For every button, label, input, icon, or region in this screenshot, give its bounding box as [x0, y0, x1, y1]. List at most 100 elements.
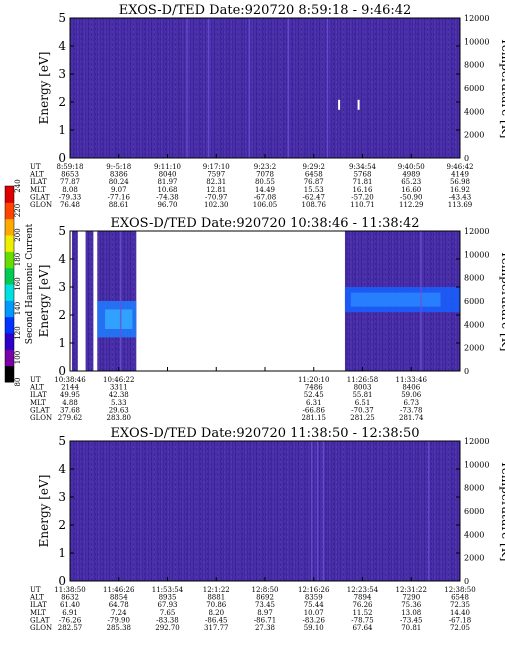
row-value: -73.78: [400, 406, 422, 414]
y2-tick-label: 8000: [464, 61, 484, 70]
row-value: 82.31: [206, 178, 226, 186]
row-value: 9:46:42: [447, 163, 474, 171]
colorbar-swatch: [5, 349, 14, 367]
y2-tick-label: 10000: [464, 37, 489, 46]
panel-3: EXOS-D/TED Date:920720 11:38:50 - 12:38:…: [29, 426, 505, 632]
row-value: 4989: [402, 171, 420, 179]
row-value: 5.33: [111, 399, 127, 407]
row-value: 4.88: [62, 399, 78, 407]
row-value: -79.33: [59, 193, 81, 201]
row-value: 59.10: [304, 624, 324, 632]
y2-axis-label: Temperature [K]: [499, 38, 505, 139]
row-value: 8854: [110, 594, 128, 602]
row-value: 11:33:46: [396, 376, 428, 384]
row-value: -86.45: [205, 616, 227, 624]
row-value: 2144: [61, 384, 79, 392]
row-value: -76.26: [59, 616, 82, 624]
y-tick-label: 1: [58, 336, 66, 350]
row-value: 7894: [354, 594, 372, 602]
row-value: 106.05: [253, 201, 278, 209]
row-value: 14.40: [450, 609, 470, 617]
colorbar-tick-label: 180: [14, 253, 22, 266]
row-value: 6548: [451, 594, 469, 602]
y-tick-label: 0: [58, 364, 66, 378]
colorbar-swatch: [5, 186, 14, 203]
colorbar-swatch: [5, 316, 14, 334]
row-value: 6.73: [403, 399, 419, 407]
data-span-texture: [85, 231, 94, 371]
row-value: 7.65: [160, 609, 176, 617]
bright-band: [105, 309, 133, 329]
row-value: 71.81: [352, 178, 372, 186]
row-value: 6.51: [355, 399, 371, 407]
row-value: -70.97: [205, 193, 227, 201]
data-span-texture: [70, 441, 460, 581]
y-tick-label: 0: [58, 574, 66, 588]
row-label: UT: [30, 586, 41, 594]
row-value: 8386: [110, 171, 128, 179]
y2-tick-label: 6000: [464, 84, 484, 93]
row-value: -50.90: [400, 193, 422, 201]
row-value: 8935: [159, 594, 177, 602]
row-value: 113.69: [448, 201, 473, 209]
y-tick-label: 2: [58, 95, 66, 109]
row-value: 9:34:54: [349, 163, 377, 171]
row-value: 42.38: [109, 391, 129, 399]
y-tick-label: 0: [58, 151, 66, 165]
row-value: 281.15: [302, 414, 327, 422]
row-value: 14.49: [255, 186, 275, 194]
row-value: 10:38:46: [54, 376, 86, 384]
y2-tick-label: 4000: [464, 530, 484, 539]
row-value: 10:46:22: [103, 376, 134, 384]
row-value: 67.93: [157, 601, 177, 609]
row-value: 27.38: [255, 624, 275, 632]
panel-2: EXOS-D/TED Date:920720 10:38:46 - 11:38:…: [29, 216, 505, 422]
y2-tick-label: 0: [464, 154, 469, 163]
row-value: -66.86: [303, 406, 326, 414]
row-label: MLT: [30, 609, 46, 617]
colorbar-tick-label: 240: [14, 179, 22, 192]
row-value: -67.18: [449, 616, 471, 624]
row-value: 108.76: [302, 201, 327, 209]
y-axis-label: Energy [eV]: [37, 52, 51, 125]
y-tick-label: 3: [58, 490, 66, 504]
row-value: -70.37: [351, 406, 373, 414]
row-value: 12:8:50: [252, 586, 279, 594]
row-value: -83.38: [156, 616, 178, 624]
row-label: GLON: [30, 624, 52, 632]
row-label: GLAT: [30, 193, 50, 201]
row-label: MLT: [30, 186, 46, 194]
y2-tick-label: 0: [464, 367, 469, 376]
row-value: 76.48: [60, 201, 80, 209]
row-value: -67.08: [254, 193, 276, 201]
y-tick-label: 2: [58, 308, 66, 322]
row-value: 8:59:18: [57, 163, 84, 171]
row-value: 7486: [305, 384, 323, 392]
row-value: 8.97: [257, 609, 273, 617]
row-value: 12:16:26: [298, 586, 330, 594]
row-value: 67.64: [352, 624, 373, 632]
row-label: ILAT: [30, 601, 47, 609]
row-value: 292.70: [155, 624, 180, 632]
row-value: 16.60: [401, 186, 421, 194]
row-label: GLON: [30, 414, 52, 422]
colorbar-frame: [4, 185, 15, 383]
row-value: 6.31: [306, 399, 322, 407]
row-value: 64.78: [109, 601, 129, 609]
row-value: 12.81: [206, 186, 226, 194]
row-value: 11:20:10: [298, 376, 329, 384]
y-tick-label: 3: [58, 67, 66, 81]
row-value: 8632: [61, 594, 79, 602]
row-value: 13.08: [401, 609, 421, 617]
row-value: 12:31:22: [396, 586, 427, 594]
colorbar-tick-label: 120: [14, 326, 22, 339]
feature-mark: [357, 99, 360, 110]
row-value: 11.52: [352, 609, 372, 617]
feature-mark: [338, 99, 341, 110]
y-axis-label: Energy [eV]: [37, 265, 51, 338]
row-value: 65.23: [401, 178, 421, 186]
row-value: 52.45: [304, 391, 324, 399]
row-value: 282.57: [58, 624, 83, 632]
row-value: 77.87: [60, 178, 80, 186]
